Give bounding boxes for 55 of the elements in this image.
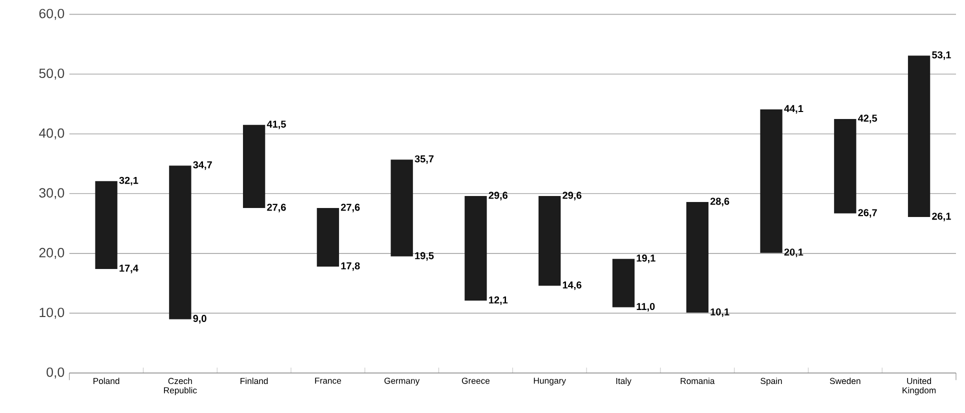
- bar: [760, 109, 782, 253]
- bar: [316, 208, 340, 267]
- annotation: 17,4: [120, 264, 138, 274]
- y-tick-label: 60,0: [39, 8, 64, 20]
- annotation: 27,6: [267, 204, 286, 212]
- annotation: 12,1: [489, 296, 508, 305]
- bar: [169, 166, 192, 320]
- y-tick-label: 20,0: [39, 248, 64, 259]
- annotation: 9,0: [193, 314, 206, 324]
- bar: [686, 202, 708, 313]
- bar: [834, 118, 856, 214]
- x-tick-label: Czech Republic: [164, 378, 197, 396]
- annotation: 19,1: [636, 254, 656, 264]
- annotation: 17,8: [341, 262, 360, 271]
- annotation: 20,1: [784, 248, 804, 258]
- annotation: 29,6: [562, 192, 582, 200]
- bar: [612, 258, 635, 308]
- x-tick-label: Italy: [616, 378, 632, 386]
- x-tick-label: Poland: [94, 378, 120, 384]
- bar: [464, 196, 487, 301]
- annotation: 35,7: [414, 155, 434, 164]
- y-tick-label: 10,0: [40, 308, 64, 319]
- annotation: 34,7: [193, 161, 212, 170]
- annotation: 29,6: [488, 192, 508, 200]
- y-tick-label: 40,0: [38, 128, 64, 140]
- annotation: 19,5: [415, 252, 434, 261]
- y-tick-label: 50,0: [39, 68, 64, 80]
- x-tick-label: Finland: [240, 378, 268, 384]
- x-tick-label: Hungary: [534, 378, 566, 386]
- annotation: 28,6: [710, 198, 730, 206]
- y-tick-label: 30,0: [39, 188, 64, 200]
- annotation: 11,0: [636, 302, 655, 312]
- annotation: 53,1: [932, 51, 951, 60]
- annotation: 14,6: [562, 281, 582, 290]
- bar: [538, 196, 561, 286]
- x-tick-label: Spain: [760, 378, 782, 386]
- annotation: 26,7: [858, 209, 877, 218]
- x-tick-label: Romania: [680, 378, 715, 384]
- x-tick-label: Germany: [384, 378, 420, 386]
- annotation: 10,1: [710, 308, 730, 317]
- bar: [390, 160, 413, 256]
- annotation: 41,5: [266, 120, 286, 130]
- annotation: 27,6: [340, 204, 360, 212]
- x-tick-label: United Kingdom: [902, 378, 936, 396]
- bar: [908, 56, 930, 217]
- annotation: 26,1: [932, 212, 951, 222]
- annotation: 32,1: [119, 176, 138, 186]
- x-tick-label: Sweden: [830, 378, 860, 384]
- annotation: 44,1: [784, 105, 804, 114]
- x-tick-label: France: [315, 378, 342, 384]
- y-tick-label: 0,0: [46, 367, 64, 378]
- annotation: 42,5: [858, 114, 878, 124]
- x-tick-label: Greece: [462, 378, 490, 384]
- bar: [242, 124, 266, 208]
- bar: [95, 181, 118, 269]
